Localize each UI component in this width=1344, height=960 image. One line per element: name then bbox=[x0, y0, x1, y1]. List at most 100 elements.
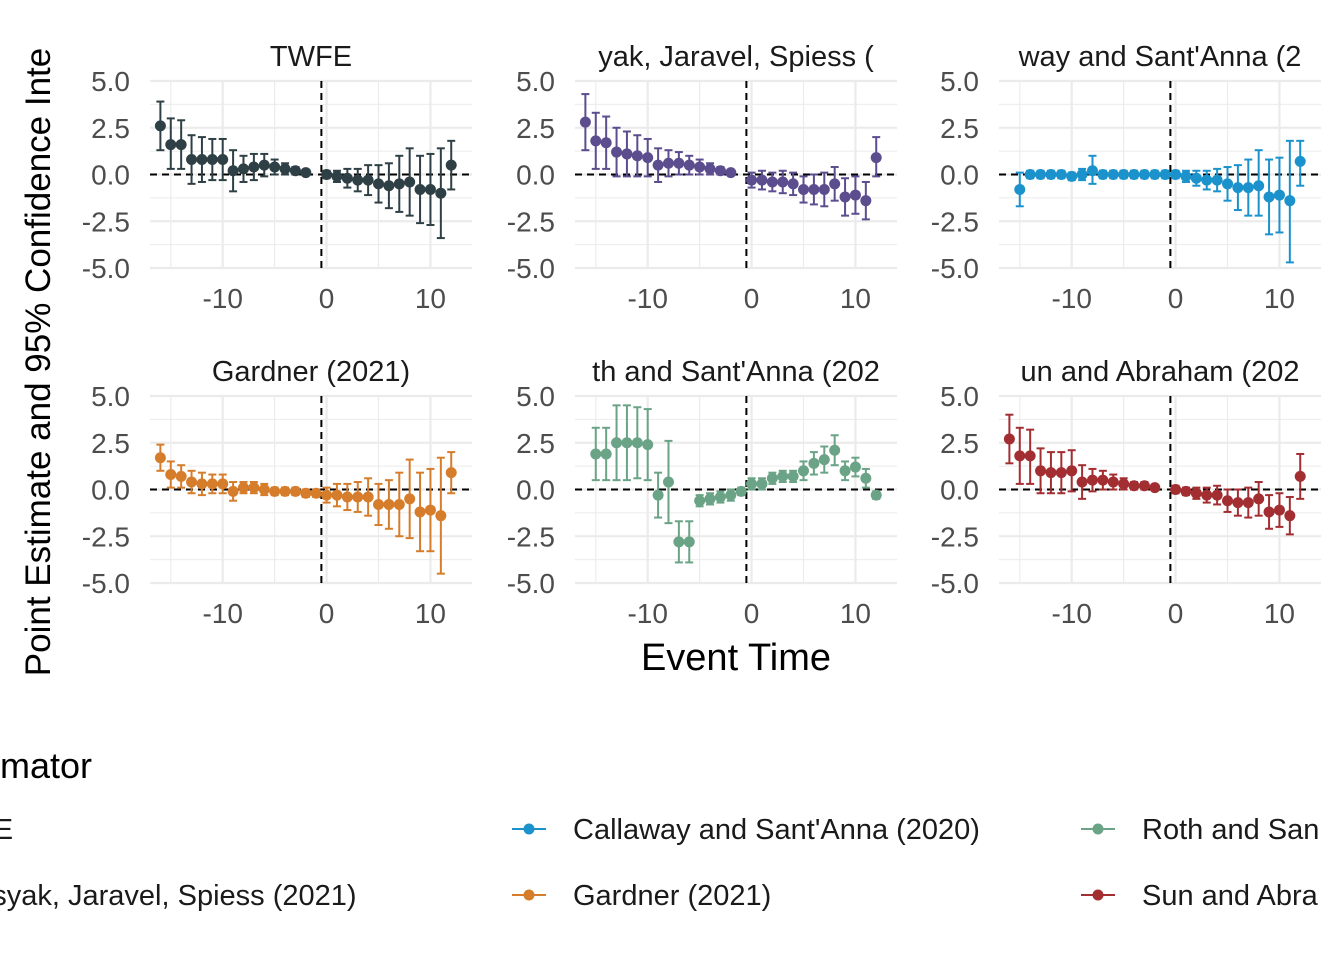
data-point bbox=[321, 169, 333, 180]
y-tick-label: 2.5 bbox=[91, 428, 130, 459]
data-point bbox=[746, 478, 758, 490]
y-tick-label: 2.5 bbox=[940, 113, 979, 144]
data-point bbox=[714, 491, 726, 503]
data-point bbox=[849, 461, 861, 473]
data-point bbox=[1253, 493, 1265, 505]
data-point bbox=[383, 498, 395, 510]
data-point bbox=[860, 472, 872, 484]
data-point bbox=[310, 487, 322, 499]
x-tick-label: 0 bbox=[319, 598, 335, 629]
legend-item-6: Sun and Abra bbox=[1081, 880, 1319, 912]
facet-panel-2: 5.0 2.5 0.0 -2.5 -5.0 -10 0 10 yak, Jaravel, Spi… bbox=[507, 41, 897, 314]
data-point bbox=[1107, 476, 1119, 488]
data-point bbox=[673, 536, 685, 548]
data-point bbox=[341, 172, 353, 184]
data-point bbox=[1222, 178, 1234, 190]
data-point bbox=[373, 498, 385, 510]
data-point bbox=[404, 493, 416, 505]
data-point bbox=[186, 154, 198, 166]
panel-data bbox=[154, 100, 457, 240]
data-point bbox=[1066, 170, 1078, 182]
x-tick-label: -10 bbox=[627, 598, 667, 629]
data-point bbox=[279, 163, 291, 175]
data-point bbox=[435, 187, 447, 199]
data-point bbox=[849, 189, 861, 201]
x-tick-label: 0 bbox=[1168, 283, 1184, 314]
x-tick-label: 10 bbox=[840, 283, 871, 314]
data-point bbox=[1242, 497, 1254, 509]
x-tick-label: -10 bbox=[1051, 283, 1091, 314]
data-point bbox=[165, 469, 177, 481]
data-point bbox=[808, 183, 820, 195]
x-tick-label: 10 bbox=[415, 598, 446, 629]
data-point bbox=[227, 485, 239, 497]
data-point bbox=[642, 152, 654, 164]
facet-title: Gardner (2021) bbox=[212, 356, 410, 388]
y-tick-label: -2.5 bbox=[507, 521, 555, 552]
data-point bbox=[1263, 191, 1275, 203]
facet-panel-5: 5.0 2.5 0.0 -2.5 -5.0 -10 0 10 th and Sant'Anna … bbox=[507, 356, 897, 629]
data-point bbox=[1211, 489, 1223, 501]
data-point bbox=[331, 170, 343, 182]
data-point bbox=[1211, 174, 1223, 186]
legend-item-5: Roth and San bbox=[1081, 814, 1319, 846]
data-point bbox=[621, 148, 633, 160]
legend: TWFE Borusyak, Jaravel, Spiess (2021) Call… bbox=[0, 814, 1319, 912]
data-point bbox=[870, 152, 882, 164]
y-tick-label: -5.0 bbox=[931, 253, 979, 284]
data-point bbox=[237, 163, 249, 175]
data-point bbox=[321, 489, 333, 501]
data-point bbox=[352, 491, 364, 503]
data-point bbox=[860, 195, 872, 207]
data-point bbox=[704, 493, 716, 505]
y-tick-label: 5.0 bbox=[516, 66, 555, 97]
y-tick-label: -5.0 bbox=[82, 253, 130, 284]
data-point bbox=[1024, 450, 1036, 462]
data-point bbox=[1014, 183, 1026, 195]
data-point bbox=[258, 484, 270, 495]
data-point bbox=[373, 178, 385, 190]
legend-label: Roth and San bbox=[1142, 814, 1319, 846]
data-point bbox=[818, 454, 830, 466]
data-point bbox=[631, 150, 643, 162]
y-tick-label: 0.0 bbox=[940, 475, 979, 506]
data-point bbox=[1201, 174, 1213, 186]
data-point bbox=[362, 174, 374, 186]
data-point bbox=[1222, 495, 1234, 507]
data-point bbox=[1273, 504, 1285, 516]
data-point bbox=[1273, 189, 1285, 201]
y-tick-label: 5.0 bbox=[91, 66, 130, 97]
data-point bbox=[1045, 169, 1057, 180]
data-point bbox=[248, 482, 260, 494]
panel-data bbox=[579, 93, 882, 221]
data-point bbox=[1055, 169, 1067, 180]
y-tick-label: -2.5 bbox=[82, 206, 130, 237]
x-tick-label: 0 bbox=[744, 283, 760, 314]
data-point bbox=[1201, 489, 1213, 501]
data-point bbox=[683, 536, 695, 548]
data-point bbox=[1170, 484, 1182, 495]
y-tick-label: -5.0 bbox=[931, 568, 979, 599]
facet-panel-1: 5.0 2.5 0.0 -2.5 -5.0 -10 0 10 TWFE bbox=[82, 41, 472, 314]
data-point bbox=[631, 437, 643, 449]
data-point bbox=[269, 485, 281, 497]
data-point bbox=[154, 452, 166, 464]
data-point bbox=[642, 439, 654, 451]
x-tick-label: -10 bbox=[202, 283, 242, 314]
data-point bbox=[1055, 467, 1067, 479]
data-point bbox=[1097, 474, 1109, 486]
data-point bbox=[331, 489, 343, 501]
x-tick-label: 10 bbox=[840, 598, 871, 629]
data-point bbox=[248, 161, 260, 173]
legend-item-3: Callaway and Sant'Anna (2020) bbox=[512, 814, 980, 846]
y-tick-label: 5.0 bbox=[91, 381, 130, 412]
legend-item-1: TWFE bbox=[0, 814, 13, 846]
legend-label: Gardner (2021) bbox=[573, 880, 771, 912]
data-point bbox=[1076, 476, 1088, 488]
data-point bbox=[1232, 497, 1244, 509]
y-tick-label: -2.5 bbox=[931, 206, 979, 237]
legend-label: TWFE bbox=[0, 814, 13, 846]
data-point bbox=[435, 510, 447, 522]
legend-key-dot bbox=[1092, 889, 1104, 901]
data-point bbox=[362, 491, 374, 503]
